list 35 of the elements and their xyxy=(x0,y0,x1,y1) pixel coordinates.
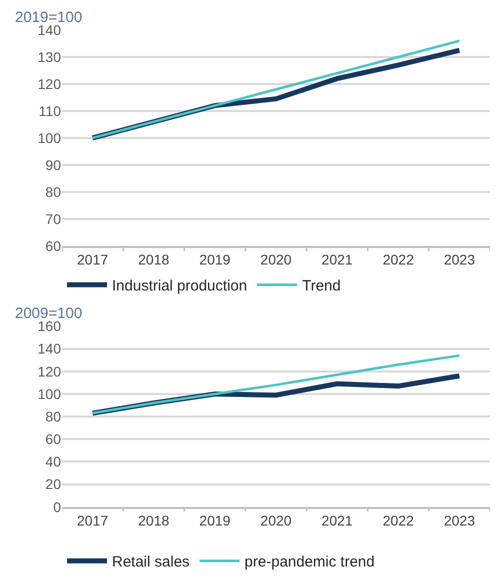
x-tick-label: 2017 xyxy=(76,251,108,268)
y-tick-label: 140 xyxy=(38,340,62,357)
legend-label: pre-pandemic trend xyxy=(244,554,375,571)
line-series xyxy=(91,354,461,414)
y-tick-label: 120 xyxy=(38,363,62,380)
y-tick-label: 80 xyxy=(45,184,62,200)
y-tick-label: 20 xyxy=(45,476,62,492)
x-tick-label: 2022 xyxy=(382,512,414,528)
x-tick-label: 2021 xyxy=(322,251,353,268)
y-tick-label: 120 xyxy=(38,76,62,92)
legend-label: Retail sales xyxy=(112,554,190,571)
legend-label: Trend xyxy=(302,278,341,295)
y-tick-label: 70 xyxy=(45,210,62,227)
legend-label: Industrial production xyxy=(112,278,248,295)
y-tick-label: 40 xyxy=(45,454,62,470)
x-tick-label: 2021 xyxy=(322,512,353,528)
x-tick-label: 2023 xyxy=(444,512,476,528)
x-tick-label: 2020 xyxy=(260,512,292,528)
x-tick-label: 2019 xyxy=(199,512,231,528)
x-tick-label: 2017 xyxy=(76,512,108,528)
x-tick-label: 2020 xyxy=(260,251,292,268)
x-tick-label: 2018 xyxy=(138,512,170,528)
y-tick-label: 100 xyxy=(38,386,62,402)
y-tick-label: 100 xyxy=(38,130,62,146)
x-tick-label: 2023 xyxy=(444,251,476,268)
y-tick-label: 80 xyxy=(45,408,62,424)
y-tick-label: 110 xyxy=(38,102,62,119)
y-tick-label: 60 xyxy=(45,431,62,448)
x-tick-label: 2022 xyxy=(382,251,414,268)
y-tick-label: 130 xyxy=(38,48,62,65)
x-tick-label: 2019 xyxy=(199,251,231,268)
y-tick-label: 90 xyxy=(45,156,62,173)
y-tick-label: 60 xyxy=(45,238,62,254)
x-tick-label: 2018 xyxy=(138,251,170,268)
y-tick-label: 0 xyxy=(53,498,62,515)
